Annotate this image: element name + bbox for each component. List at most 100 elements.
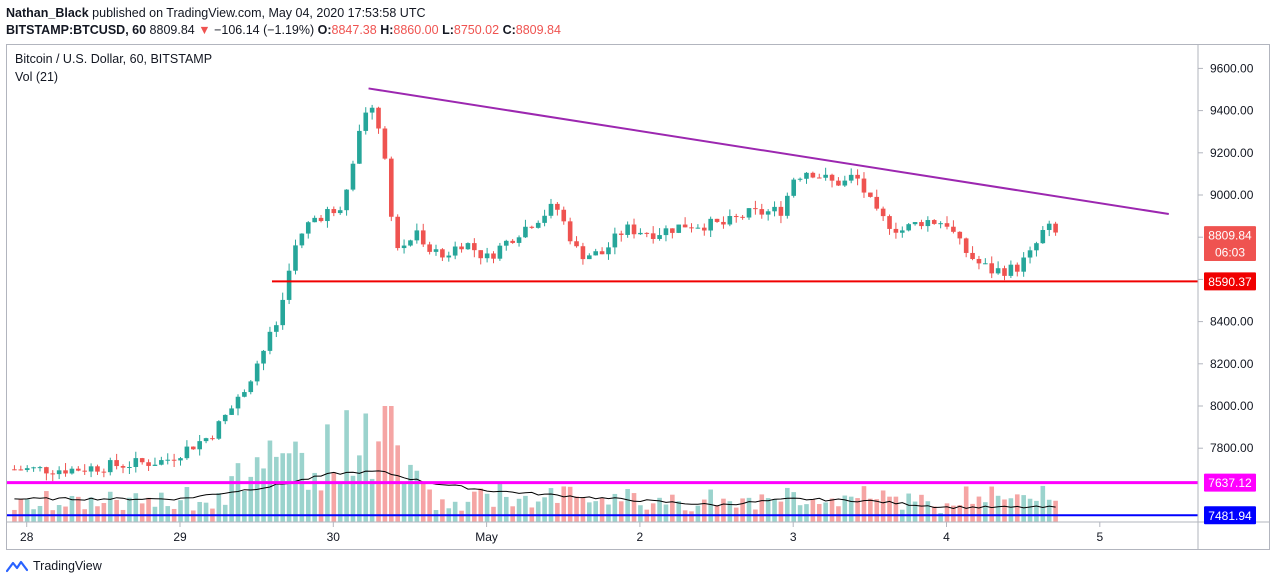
volume-bar (893, 496, 899, 522)
volume-bar (650, 503, 656, 522)
volume-bar (785, 487, 790, 522)
candle-body (899, 230, 905, 233)
candle-body (670, 228, 675, 233)
author-name[interactable]: Nathan_Black (6, 6, 89, 20)
volume-bar (1040, 485, 1046, 522)
volume-bar (69, 495, 75, 522)
candle-body (695, 227, 701, 229)
volume-bar (842, 495, 848, 522)
volume-bar (663, 504, 669, 522)
candle-body (37, 467, 43, 469)
volume-bar (139, 503, 145, 522)
candle-body (222, 414, 228, 422)
candle-body (689, 227, 694, 229)
volume-bar (612, 493, 618, 522)
candle-body (107, 460, 113, 473)
volume-bar (542, 497, 547, 522)
volume-bar (593, 501, 598, 522)
candle-body (548, 203, 554, 216)
volume-bar (606, 504, 611, 522)
volume-bar (414, 470, 420, 522)
candle-body (82, 470, 87, 472)
candle-body (995, 268, 1001, 274)
candle-body (76, 468, 81, 471)
candle-body (868, 192, 873, 197)
chart-frame[interactable] (6, 44, 1270, 550)
candle-body (50, 473, 56, 475)
candle-body (152, 464, 158, 466)
brand-name: TradingView (33, 559, 102, 573)
high-label: H: (380, 23, 394, 37)
volume-bar (216, 493, 222, 522)
volume-bar (229, 476, 234, 522)
candle-body (682, 224, 688, 228)
volume-bar (127, 497, 132, 522)
price-labels: 8809.84 06:03 8590.37 7637.12 7481.94 (1204, 226, 1256, 525)
price-axis: 9600.009400.009200.009000.008800.008600.… (7, 45, 1269, 549)
series-legend[interactable]: Bitcoin / U.S. Dollar, 60, BITSTAMP (15, 52, 213, 66)
candle-body (31, 467, 36, 469)
volume-bar (510, 506, 515, 522)
candle-body (855, 174, 860, 179)
y-tick-label: 9400.00 (1210, 104, 1254, 118)
volume-bar (567, 486, 573, 522)
candle-body (785, 195, 790, 216)
candle-body (318, 217, 324, 222)
volume-bar (772, 499, 777, 522)
volume-bar (76, 496, 81, 522)
candle-body (331, 209, 337, 214)
candle-body (146, 462, 151, 466)
footer-brand[interactable]: TradingView (6, 559, 102, 573)
x-tick-label: 28 (20, 530, 34, 544)
candle-body (638, 232, 643, 235)
candle-body (676, 224, 682, 233)
candle-body (816, 177, 822, 179)
volume-bars (12, 406, 1058, 522)
candle-body (401, 245, 407, 249)
volume-bar (203, 502, 209, 522)
candle-body (69, 468, 75, 474)
candle-body (535, 222, 541, 228)
candle-body (657, 235, 662, 239)
high-value: 8860.00 (393, 23, 439, 37)
volume-bar (24, 499, 30, 522)
volume-bar (478, 488, 484, 522)
drawn-lines (7, 87, 1198, 517)
candle-body (701, 227, 707, 231)
volume-bar (957, 505, 963, 522)
volume-legend[interactable]: Vol (21) (15, 70, 59, 84)
candle-body (874, 196, 880, 209)
price-label-text: 7481.94 (1208, 509, 1252, 523)
volume-bar (995, 495, 1001, 522)
candle-body (184, 446, 190, 459)
volume-bar (580, 497, 586, 522)
x-tick-label: 4 (943, 530, 950, 544)
volume-bar (951, 505, 956, 522)
volume-bar (305, 489, 311, 522)
candle-body (893, 228, 899, 233)
candle-body (567, 221, 573, 242)
candle-body (478, 250, 484, 259)
candle-body (433, 249, 439, 252)
candle-body (753, 208, 758, 210)
volume-bar (618, 501, 624, 522)
volume-bar (836, 506, 841, 522)
candle-body (229, 408, 234, 415)
candle-body (171, 459, 177, 461)
candle-body (497, 245, 503, 259)
volume-bar (848, 496, 854, 522)
candle-body (593, 251, 598, 256)
candle-body (612, 233, 618, 248)
candle-body (344, 189, 349, 211)
candle-body (369, 107, 375, 113)
candle-body (1053, 223, 1058, 233)
candle-body (1040, 230, 1046, 244)
y-tick-label: 9600.00 (1210, 61, 1254, 75)
volume-bar (165, 506, 171, 522)
candle-body (503, 240, 509, 246)
volume-bar (701, 499, 707, 522)
candle-body (944, 223, 950, 227)
candle-body (293, 245, 298, 271)
volume-bar (657, 497, 662, 522)
